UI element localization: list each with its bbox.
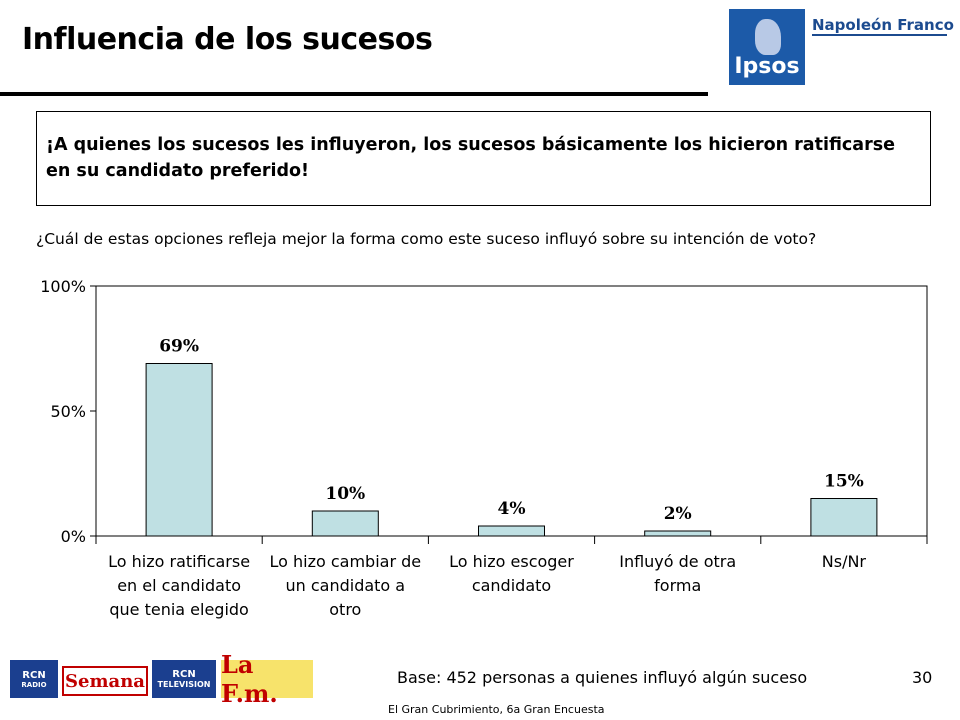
y-tick-label: 0% [61, 527, 86, 546]
data-label: 4% [498, 499, 526, 519]
category-label-line: Ns/Nr [822, 552, 867, 571]
category-label-line: que tenia elegido [109, 600, 249, 619]
data-label: 15% [824, 472, 864, 492]
y-tick-label: 100% [40, 277, 86, 296]
page-number: 30 [912, 668, 933, 687]
headline-box: ¡A quienes los sucesos les influyeron, l… [36, 111, 931, 206]
rcn-tv-logo: RCN TELEVISION [152, 660, 216, 698]
semana-logo: Semana [62, 666, 148, 696]
rcn-tv-logo-top: RCN [172, 669, 196, 680]
page-title: Influencia de los sucesos [22, 22, 433, 57]
napoleon-franco-underline [812, 34, 947, 36]
bar [478, 525, 545, 537]
ipsos-face-icon [755, 19, 781, 55]
category-label-line: Lo hizo ratificarse [108, 552, 250, 571]
category-label: Lo hizo cambiar de un candidato a otro [269, 552, 421, 619]
category-label-line: Influyó de otra [619, 552, 736, 571]
data-label: 10% [325, 484, 365, 504]
rcn-radio-logo-top: RCN [22, 669, 46, 681]
bar-chart: 0% 50% 100% 69% Lo hizo ratificarse en el can… [40, 277, 928, 619]
headline-text: ¡A quienes los sucesos les influyeron, l… [46, 135, 896, 181]
category-label: Lo hizo escoger candidato [449, 552, 574, 595]
ipsos-logo-text: Ipsos [734, 54, 800, 79]
category-label: Ns/Nr [822, 552, 867, 571]
bar [810, 498, 878, 537]
survey-question: ¿Cuál de estas opciones refleja mejor la… [36, 230, 817, 248]
category-label-line: en el candidato [117, 576, 241, 595]
bar [311, 510, 379, 537]
category-label-line: un candidato a [285, 576, 405, 595]
lafm-logo: La F.m. [221, 650, 313, 708]
napoleon-franco-logo: Napoleón Franco [812, 16, 954, 34]
base-note: Base: 452 personas a quienes influyó alg… [397, 668, 808, 687]
rcn-tv-logo-bottom: TELEVISION [157, 680, 211, 689]
category-label-line: forma [654, 576, 701, 595]
category-label: Influyó de otra forma [619, 552, 736, 595]
rcn-radio-logo: RCN RADIO [10, 660, 58, 698]
ipsos-logo: Ipsos [729, 9, 805, 85]
data-label: 69% [159, 337, 199, 357]
rcn-radio-logo-bottom: RADIO [21, 680, 47, 689]
category-label-line: Lo hizo escoger [449, 552, 574, 571]
source-note: El Gran Cubrimiento, 6a Gran Encuesta [388, 703, 605, 716]
bar [644, 530, 712, 537]
y-tick-label: 50% [50, 402, 86, 421]
category-label-line: candidato [472, 576, 551, 595]
category-label-line: otro [329, 600, 361, 619]
bar [145, 363, 213, 537]
category-label-line: Lo hizo cambiar de [269, 552, 421, 571]
title-underline [0, 92, 708, 96]
data-label: 2% [664, 504, 692, 524]
category-label: Lo hizo ratificarse en el candidato que te… [108, 552, 250, 619]
